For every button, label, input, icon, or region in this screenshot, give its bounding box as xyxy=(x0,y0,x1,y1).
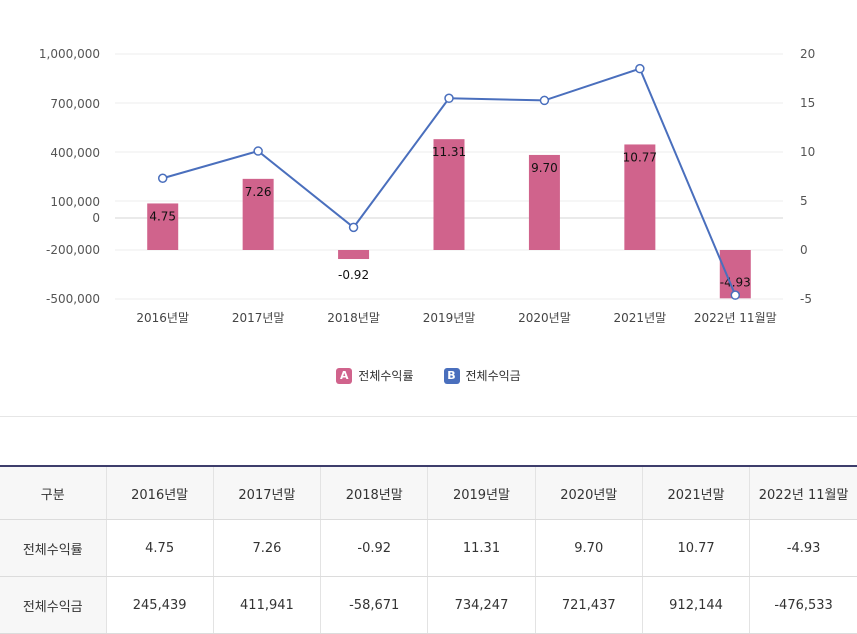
line-point xyxy=(539,95,550,106)
bar xyxy=(147,203,179,250)
x-axis-tick-label: 2016년말 xyxy=(136,311,189,325)
bar xyxy=(719,250,751,299)
table-row-label: 전체수익금 xyxy=(0,576,107,634)
table-cell: -0.92 xyxy=(320,519,429,577)
table-cell: 734,247 xyxy=(427,576,536,634)
right-axis-tick-label: 5 xyxy=(800,194,808,208)
table-cell: 4.75 xyxy=(106,519,214,577)
bar-data-label: 7.26 xyxy=(245,185,272,199)
bar-data-label: 11.31 xyxy=(432,145,466,159)
x-axis-tick-label: 2021년말 xyxy=(614,311,667,325)
table-header-row: 구분 2016년말 2017년말 2018년말 2019년말 2020년말 20… xyxy=(0,466,857,520)
legend-label-return-rate: 전체수익률 xyxy=(358,369,414,383)
left-axis-tick-label: 100,000 xyxy=(50,195,100,209)
legend-badge-b: B xyxy=(443,367,460,384)
table-cell: 11.31 xyxy=(427,519,536,577)
table-header-cell: 2019년말 xyxy=(427,466,536,520)
table-cell: 245,439 xyxy=(106,576,214,634)
table-header-cell: 2022년 11월말 xyxy=(749,466,857,520)
table-cell: -4.93 xyxy=(749,519,857,577)
bar-data-label: -0.92 xyxy=(338,268,369,282)
right-axis-tick-label: -5 xyxy=(800,292,812,306)
left-axis-tick-label: 700,000 xyxy=(50,97,100,111)
table-header-cell: 2020년말 xyxy=(535,466,643,520)
right-axis-tick-label: 15 xyxy=(800,96,815,110)
bar-data-label: -4.93 xyxy=(720,275,751,289)
table-header-cell: 구분 xyxy=(0,466,107,520)
table-header-cell: 2021년말 xyxy=(642,466,751,520)
table-cell: -58,671 xyxy=(320,576,429,634)
table-header-cell: 2018년말 xyxy=(320,466,429,520)
x-axis-tick-label: 2022년 11월말 xyxy=(694,311,777,325)
table-header-cell: 2017년말 xyxy=(213,466,322,520)
line-point xyxy=(444,93,454,104)
table-header-cell: 2016년말 xyxy=(106,466,214,520)
table-cell: 721,437 xyxy=(535,576,643,634)
table-row: 전체수익률 4.75 7.26 -0.92 11.31 9.70 10.77 -… xyxy=(0,519,857,577)
x-axis-tick-label: 2020년말 xyxy=(518,311,571,325)
legend-label-return-amount: 전체수익금 xyxy=(465,369,521,383)
line-point xyxy=(253,146,263,156)
bar xyxy=(433,139,465,250)
bar-data-label: 4.75 xyxy=(149,209,176,223)
bar-data-label: 10.77 xyxy=(623,150,657,164)
line-point xyxy=(157,173,168,183)
right-axis-tick-label: 20 xyxy=(800,47,815,61)
bar xyxy=(528,154,560,250)
x-axis-tick-label: 2018년말 xyxy=(327,311,380,325)
chart-legend: A 전체수익률 B 전체수익금 xyxy=(0,367,857,384)
data-table: 구분 2016년말 2017년말 2018년말 2019년말 2020년말 20… xyxy=(0,465,857,634)
table-cell: 10.77 xyxy=(642,519,751,577)
legend-item-return-amount[interactable]: B 전체수익금 xyxy=(443,367,521,384)
legend-item-return-rate[interactable]: A 전체수익률 xyxy=(336,367,414,384)
table-cell: 912,144 xyxy=(642,576,751,634)
left-axis-tick-label: 1,000,000 xyxy=(39,47,100,61)
left-axis-tick-label: 0 xyxy=(92,211,100,225)
bar-data-label: 9.70 xyxy=(531,161,558,175)
combo-chart: 1,000,000 700,000 400,000 100,000 0 -200,000 -… xyxy=(39,47,815,325)
section-divider xyxy=(0,416,857,417)
line-point xyxy=(635,63,645,74)
x-axis-tick-label: 2019년말 xyxy=(423,311,476,325)
left-axis-tick-label: -200,000 xyxy=(46,243,100,257)
line-point xyxy=(730,290,741,300)
table-row-label: 전체수익률 xyxy=(0,519,107,577)
legend-badge-a: A xyxy=(336,367,353,384)
x-axis-tick-label: 2017년말 xyxy=(232,311,285,325)
left-axis-tick-label: 400,000 xyxy=(50,146,100,160)
bar xyxy=(624,144,656,250)
right-axis-tick-label: 0 xyxy=(800,243,808,257)
table-cell: 7.26 xyxy=(213,519,322,577)
left-axis-tick-label: -500,000 xyxy=(46,292,100,306)
bar xyxy=(242,178,274,250)
table-cell: 411,941 xyxy=(213,576,322,634)
line-point xyxy=(348,222,359,233)
table-cell: 9.70 xyxy=(535,519,643,577)
bar xyxy=(338,250,370,260)
table-row: 전체수익금 245,439 411,941 -58,671 734,247 72… xyxy=(0,576,857,634)
table-cell: -476,533 xyxy=(749,576,857,634)
right-axis-tick-label: 10 xyxy=(800,145,815,159)
